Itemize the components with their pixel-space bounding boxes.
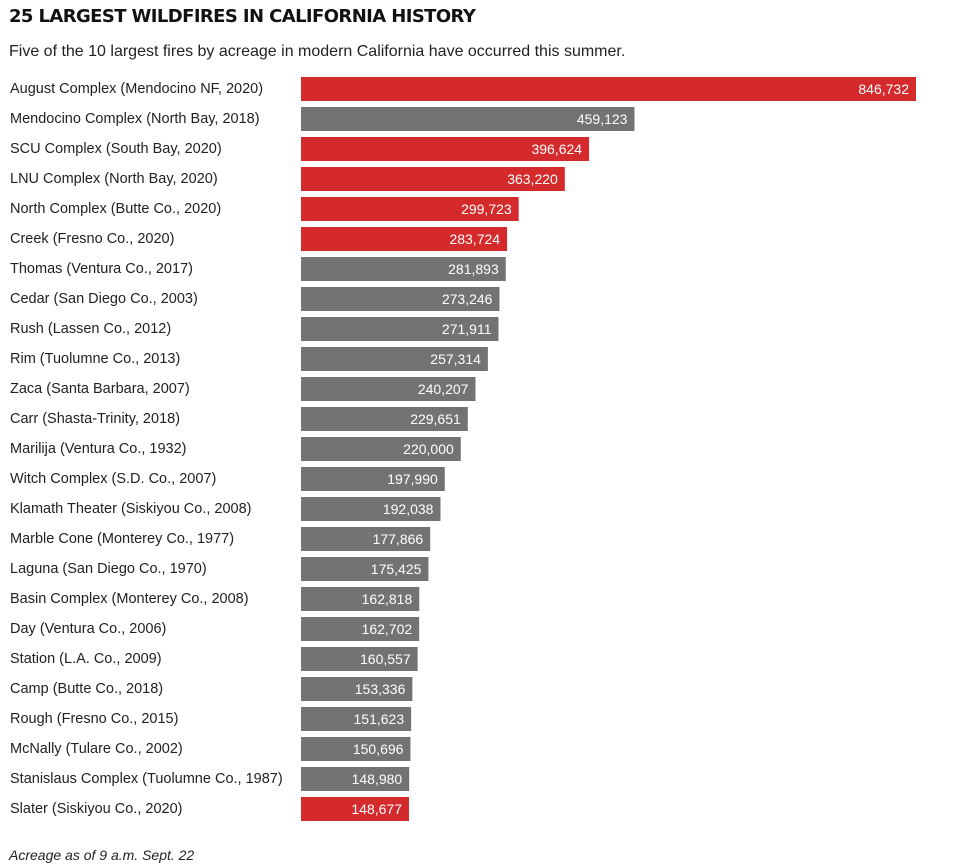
value-label: 257,314	[430, 351, 481, 367]
value-label: 283,724	[449, 231, 500, 247]
bar	[301, 617, 420, 641]
bar	[301, 707, 412, 731]
bar	[301, 317, 499, 341]
category-label: Laguna (San Diego Co., 1970)	[10, 561, 207, 577]
bar	[301, 377, 476, 401]
bar	[301, 497, 441, 521]
category-label: Rough (Fresno Co., 2015)	[10, 711, 178, 727]
bar	[301, 347, 488, 371]
bar	[301, 557, 429, 581]
category-label: Marble Cone (Monterey Co., 1977)	[10, 531, 234, 547]
category-label: Creek (Fresno Co., 2020)	[10, 231, 174, 247]
bar	[301, 527, 431, 551]
value-label: 150,696	[353, 741, 404, 757]
value-label: 153,336	[355, 681, 406, 697]
category-label: Rush (Lassen Co., 2012)	[10, 321, 171, 337]
value-label: 160,557	[360, 651, 411, 667]
value-label: 197,990	[387, 471, 438, 487]
value-label: 148,677	[351, 801, 402, 817]
bar	[301, 107, 635, 131]
value-label: 240,207	[418, 381, 469, 397]
value-label: 148,980	[352, 771, 403, 787]
bar	[301, 287, 500, 311]
value-label: 162,818	[362, 591, 413, 607]
value-label: 177,866	[373, 531, 424, 547]
value-label: 151,623	[354, 711, 405, 727]
category-label: Stanislaus Complex (Tuolumne Co., 1987)	[10, 771, 283, 787]
bar-chart: August Complex (Mendocino NF, 2020) 846,7…	[10, 77, 916, 821]
bar	[301, 197, 519, 221]
bar	[301, 167, 565, 191]
value-label: 273,246	[442, 291, 493, 307]
category-label: McNally (Tulare Co., 2002)	[10, 741, 183, 757]
category-label: LNU Complex (North Bay, 2020)	[10, 171, 218, 187]
category-label: Station (L.A. Co., 2009)	[10, 651, 162, 667]
bar	[301, 227, 508, 251]
category-label: Day (Ventura Co., 2006)	[10, 621, 166, 637]
value-label: 459,123	[577, 111, 628, 127]
value-label: 192,038	[383, 501, 434, 517]
bar	[301, 467, 445, 491]
chart-subtitle: Five of the 10 largest fires by acreage …	[9, 43, 626, 60]
category-label: Carr (Shasta-Trinity, 2018)	[10, 411, 180, 427]
category-label: North Complex (Butte Co., 2020)	[10, 201, 221, 217]
bar	[301, 647, 418, 671]
value-label: 162,702	[362, 621, 413, 637]
category-label: Cedar (San Diego Co., 2003)	[10, 291, 198, 307]
category-label: Mendocino Complex (North Bay, 2018)	[10, 111, 260, 127]
value-label: 229,651	[410, 411, 461, 427]
category-label: Basin Complex (Monterey Co., 2008)	[10, 591, 249, 607]
bar	[301, 257, 506, 281]
category-label: Zaca (Santa Barbara, 2007)	[10, 381, 190, 397]
bar	[301, 587, 420, 611]
category-label: SCU Complex (South Bay, 2020)	[10, 141, 222, 157]
value-label: 396,624	[531, 141, 582, 157]
value-label: 281,893	[448, 261, 499, 277]
bar	[301, 797, 409, 821]
category-label: Klamath Theater (Siskiyou Co., 2008)	[10, 501, 252, 517]
bar	[301, 677, 413, 701]
bar	[301, 77, 916, 101]
category-label: Slater (Siskiyou Co., 2020)	[10, 801, 182, 817]
value-label: 175,425	[371, 561, 422, 577]
chart-note: Acreage as of 9 a.m. Sept. 22	[9, 847, 195, 863]
category-label: Camp (Butte Co., 2018)	[10, 681, 163, 697]
category-label: Rim (Tuolumne Co., 2013)	[10, 351, 180, 367]
bar	[301, 437, 461, 461]
category-label: August Complex (Mendocino NF, 2020)	[10, 81, 263, 97]
bar	[301, 767, 410, 791]
bar	[301, 737, 411, 761]
bar	[301, 407, 468, 431]
value-label: 299,723	[461, 201, 512, 217]
chart-title: 25 LARGEST WILDFIRES IN CALIFORNIA HISTO…	[9, 6, 476, 27]
category-label: Thomas (Ventura Co., 2017)	[10, 261, 193, 277]
value-label: 363,220	[507, 171, 558, 187]
category-label: Witch Complex (S.D. Co., 2007)	[10, 471, 216, 487]
value-label: 846,732	[858, 81, 909, 97]
bar	[301, 137, 590, 161]
value-label: 220,000	[403, 441, 454, 457]
category-label: Marilija (Ventura Co., 1932)	[10, 441, 187, 457]
value-label: 271,911	[442, 321, 492, 337]
